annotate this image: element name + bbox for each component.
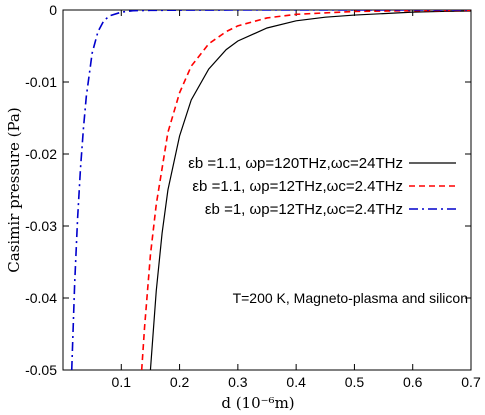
legend: εb =1.1, ωp=120THz,ωc=24THz εb =1.1, ωp=1… [188, 155, 456, 218]
y-tick-label: -0.04 [25, 290, 57, 306]
y-tick-label: -0.05 [25, 362, 57, 378]
axis-ticks: 0.1 0.2 0.3 0.4 0.5 0.6 0.7 0 -0.01 -0.02 -0.03 -0.… [25, 2, 481, 390]
x-tick-label: 0.5 [345, 374, 365, 390]
legend-label-1: εb =1.1, ωp=120THz,ωc=24THz [188, 155, 403, 172]
x-tick-label: 0.7 [461, 374, 481, 390]
x-tick-label: 0.6 [403, 374, 423, 390]
y-tick-label: -0.03 [25, 218, 57, 234]
series-line-2 [140, 10, 471, 370]
x-axis-title: d (10⁻⁶m) [221, 394, 294, 412]
x-tick-label: 0.4 [286, 374, 306, 390]
y-axis-title: Casimir pressure (Pa) [5, 107, 23, 272]
series-line-3 [70, 10, 471, 370]
y-tick-label: -0.02 [25, 146, 57, 162]
y-tick-label: -0.01 [25, 74, 57, 90]
x-tick-label: 0.2 [170, 374, 190, 390]
y-tick-label: 0 [49, 2, 57, 18]
annotation-text: T=200 K, Magneto-plasma and silicon [233, 290, 468, 306]
series-group [70, 10, 471, 370]
series-line-1 [149, 10, 471, 370]
legend-label-2: εb =1.1, ωp=12THz,ωc=2.4THz [192, 178, 403, 195]
legend-label-3: εb =1, ωp=12THz,ωc=2.4THz [205, 201, 403, 218]
x-tick-label: 0.1 [112, 374, 132, 390]
x-tick-label: 0.3 [228, 374, 248, 390]
